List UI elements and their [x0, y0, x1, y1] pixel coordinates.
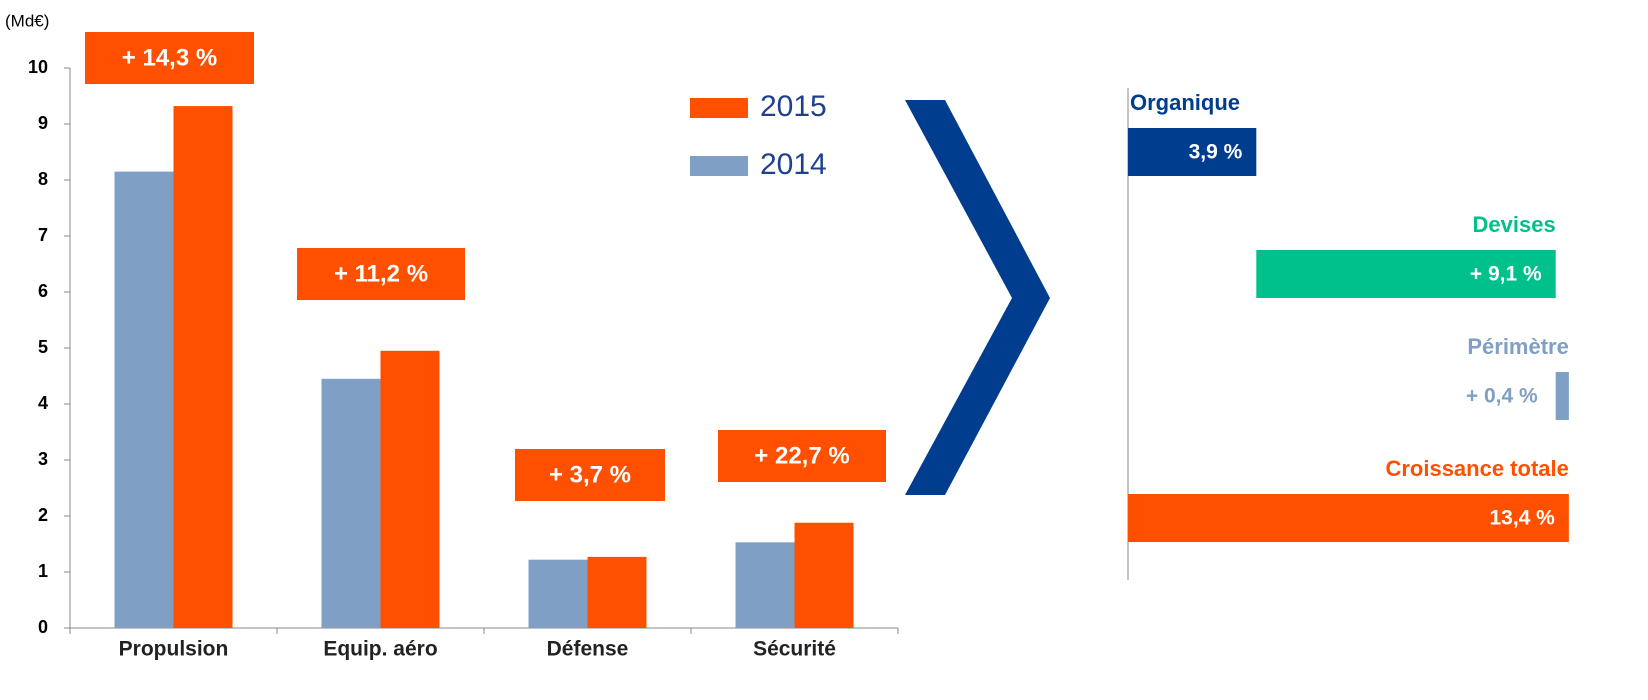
category-label: Croissance totale	[1385, 456, 1568, 481]
legend-label: 2014	[760, 148, 827, 181]
annotation-box	[297, 248, 465, 300]
x-tick-label: Equip. aéro	[323, 638, 437, 661]
bar	[528, 559, 588, 628]
value-label: + 0,4 %	[1466, 385, 1538, 408]
x-tick-label: Défense	[547, 638, 629, 661]
annotation: + 11,2 %	[334, 260, 428, 287]
bar	[794, 522, 854, 628]
bar	[587, 556, 647, 628]
annotation-box	[85, 32, 254, 84]
y-axis-unit: (Md€)	[5, 11, 49, 30]
waterfall-bar	[1128, 128, 1257, 176]
y-tick-label: 4	[38, 393, 48, 413]
chevron	[905, 100, 1050, 495]
y-tick-label: 9	[38, 113, 48, 133]
annotation: + 3,7 %	[549, 461, 631, 488]
y-tick-label: 0	[38, 617, 48, 637]
value-label: 13,4 %	[1489, 507, 1555, 530]
bar	[173, 106, 233, 628]
annotation: + 14,3 %	[122, 44, 217, 71]
y-tick-label: 5	[38, 337, 48, 357]
annotation-box	[718, 430, 886, 482]
bar	[380, 350, 440, 628]
bar	[114, 171, 174, 628]
legend-swatch	[690, 156, 748, 176]
category-label: Périmètre	[1467, 334, 1569, 359]
waterfall-bar	[1128, 494, 1569, 542]
legend-label: 2015	[760, 90, 827, 123]
y-tick-label: 7	[38, 225, 48, 245]
y-tick-label: 1	[38, 561, 48, 581]
bar	[735, 542, 795, 628]
legend-swatch	[690, 98, 748, 118]
y-tick-label: 10	[28, 57, 48, 77]
y-tick-label: 3	[38, 449, 48, 469]
bar	[321, 378, 381, 628]
annotation: + 22,7 %	[754, 442, 849, 469]
annotation-box	[515, 449, 665, 501]
category-label: Organique	[1130, 90, 1240, 115]
y-tick-label: 8	[38, 169, 48, 189]
waterfall-bar	[1256, 250, 1556, 298]
category-label: Devises	[1473, 212, 1556, 237]
x-tick-label: Sécurité	[753, 638, 836, 661]
y-tick-label: 6	[38, 281, 48, 301]
value-label: + 9,1 %	[1470, 263, 1542, 286]
y-tick-label: 2	[38, 505, 48, 525]
x-tick-label: Propulsion	[119, 638, 229, 661]
waterfall-bar	[1555, 372, 1569, 420]
value-label: 3,9 %	[1189, 141, 1243, 164]
